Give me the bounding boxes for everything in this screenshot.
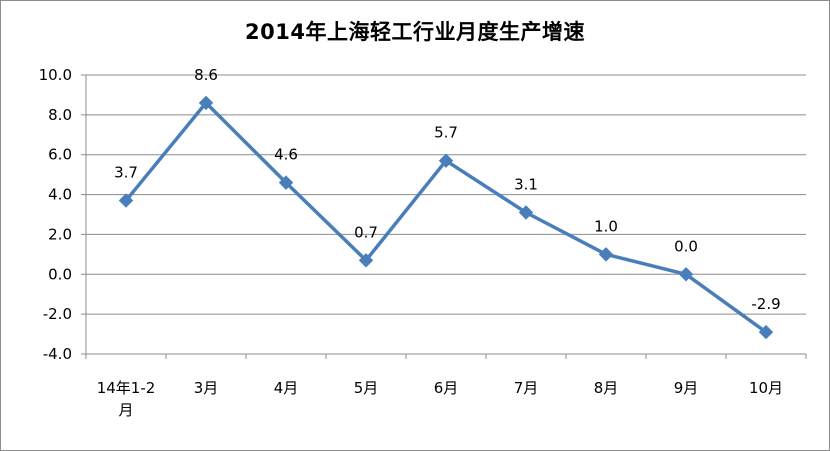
data-point-marker bbox=[118, 193, 134, 208]
x-tick-label: 8月 bbox=[594, 379, 619, 397]
y-tick-label: 0.0 bbox=[48, 265, 72, 283]
data-point-marker bbox=[678, 267, 694, 282]
x-tick-label: 3月 bbox=[194, 379, 219, 397]
x-tick-label: 6月 bbox=[434, 379, 459, 397]
y-tick-label: -2.0 bbox=[43, 305, 72, 323]
y-tick-label: -4.0 bbox=[43, 345, 72, 363]
y-tick-label: 10.0 bbox=[39, 66, 72, 84]
x-tick-label: 9月 bbox=[674, 379, 699, 397]
data-label: 0.0 bbox=[674, 237, 698, 255]
y-tick-label: 6.0 bbox=[48, 146, 72, 164]
axes bbox=[81, 74, 807, 359]
y-tick-label: 2.0 bbox=[48, 225, 72, 243]
data-point-marker bbox=[438, 153, 454, 168]
data-label: 1.0 bbox=[594, 217, 618, 235]
data-label: 8.6 bbox=[194, 66, 218, 84]
gridlines bbox=[86, 74, 806, 315]
y-tick-label: 4.0 bbox=[48, 186, 72, 204]
data-point-marker bbox=[758, 324, 774, 340]
data-point-marker bbox=[358, 253, 374, 268]
data-point-marker bbox=[598, 247, 614, 262]
series-layer bbox=[118, 95, 774, 340]
data-label: 4.6 bbox=[274, 146, 298, 164]
data-point-marker bbox=[198, 95, 214, 111]
data-label: 3.7 bbox=[114, 164, 138, 182]
data-label: 5.7 bbox=[434, 124, 458, 142]
data-point-marker bbox=[278, 175, 294, 190]
data-label: 3.1 bbox=[514, 176, 538, 194]
x-tick-label: 4月 bbox=[274, 379, 299, 397]
x-tick-label: 7月 bbox=[514, 379, 539, 397]
y-axis-ticks: -4.0 -2.0 0.0 2.0 4.0 6.0 8.0 10.0 bbox=[39, 66, 72, 363]
data-label: -2.9 bbox=[751, 295, 780, 313]
data-point-marker bbox=[518, 205, 534, 220]
data-label: 0.7 bbox=[354, 223, 378, 241]
chart-title: 2014年上海轻工行业月度生产增速 bbox=[245, 20, 585, 44]
x-tick-label: 5月 bbox=[354, 379, 379, 397]
x-tick-label: 14年1-2 月 bbox=[97, 379, 156, 419]
x-tick-label: 10月 bbox=[749, 379, 783, 397]
y-tick-label: 8.0 bbox=[48, 106, 72, 124]
x-axis-ticks: 14年1-2 月 3月 4月 5月 6月 7月 8月 9月 10月 bbox=[97, 379, 783, 419]
data-labels: 3.7 8.6 4.6 0.7 5.7 3.1 1.0 0.0 -2.9 bbox=[114, 66, 781, 313]
